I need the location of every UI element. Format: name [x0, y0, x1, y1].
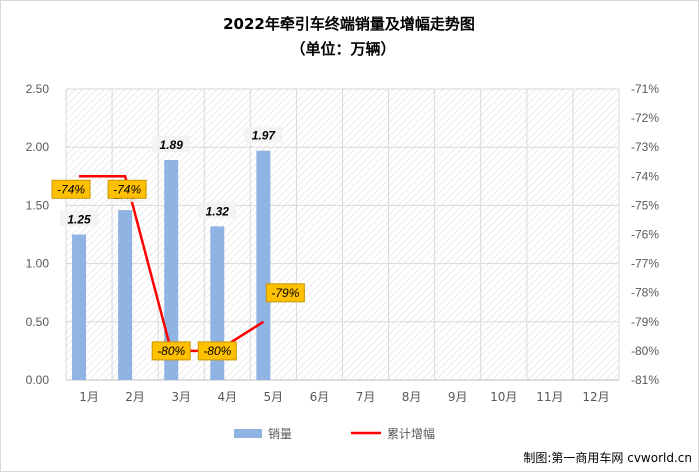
bar — [118, 210, 133, 380]
chart-title: 2022年牵引车终端销量及增幅走势图 — [223, 15, 475, 33]
line-data-labels: -74% -74% -80% -80% -79% — [51, 179, 305, 361]
left-tick-label: 2.50 — [26, 82, 50, 96]
bar-label-bg — [198, 202, 237, 219]
left-tick-label: 2.00 — [26, 140, 50, 154]
line-label-box — [107, 179, 147, 199]
bar-label-bg — [244, 126, 283, 143]
category-label: 8月 — [402, 390, 422, 404]
right-tick-label: -77% — [631, 257, 659, 271]
right-tick-label: -71% — [631, 82, 659, 96]
category-label: 7月 — [356, 390, 376, 404]
line-label-box — [151, 341, 191, 361]
bar-label-bg — [60, 210, 99, 227]
right-tick-label: -73% — [631, 140, 659, 154]
bar-data-label: 1.89 — [160, 138, 184, 152]
legend-line-label: 累计增幅 — [387, 426, 435, 441]
category-label: 11月 — [536, 390, 563, 404]
category-label: 10月 — [490, 390, 517, 404]
category-label: 5月 — [264, 390, 284, 404]
line-data-label: -74% — [113, 182, 141, 196]
category-label: 4月 — [217, 390, 237, 404]
line-data-label: -74% — [57, 182, 85, 196]
category-axis: 1月 2月 3月 4月 5月 6月 7月 8月 9月 10月 11月 12月 — [79, 390, 609, 404]
bar-label-bg — [152, 136, 191, 153]
right-tick-label: -81% — [631, 373, 659, 387]
category-label: 6月 — [310, 390, 330, 404]
line-data-label: -80% — [157, 344, 185, 358]
legend-bar-swatch — [234, 429, 262, 438]
right-tick-label: -80% — [631, 344, 659, 358]
line-label-box — [51, 179, 91, 199]
right-tick-label: -79% — [631, 315, 659, 329]
right-tick-label: -74% — [631, 169, 659, 183]
right-tick-label: -72% — [631, 111, 659, 125]
left-axis: 0.00 0.50 1.00 1.50 2.00 2.50 — [26, 82, 50, 387]
credit-text: 制图:第一商用车网 cvworld.cn — [523, 450, 692, 465]
left-tick-label: 0.00 — [26, 373, 50, 387]
bar-data-label: 1.32 — [206, 204, 230, 218]
right-axis: -71% -72% -73% -74% -75% -76% -77% -78% -79% -80%… — [631, 82, 659, 387]
left-tick-label: 0.50 — [26, 315, 50, 329]
right-tick-label: -78% — [631, 286, 659, 300]
bar — [164, 160, 179, 380]
line-label-box — [197, 341, 237, 361]
left-tick-label: 1.00 — [26, 257, 50, 271]
category-label: 2月 — [125, 390, 145, 404]
line-label-box — [265, 283, 305, 303]
bar — [72, 234, 87, 380]
legend: 销量 累计增幅 — [234, 426, 435, 441]
left-tick-label: 1.50 — [26, 198, 50, 212]
category-label: 9月 — [448, 390, 468, 404]
line-data-label: -80% — [203, 344, 231, 358]
right-tick-label: -75% — [631, 198, 659, 212]
bar-data-label: 1.25 — [67, 213, 91, 227]
bar — [256, 150, 271, 380]
chart-subtitle: （单位：万辆） — [290, 40, 395, 58]
category-label: 3月 — [171, 390, 191, 404]
bar-data-label: 1.97 — [252, 129, 277, 143]
legend-bar-label: 销量 — [268, 427, 292, 441]
category-label: 12月 — [582, 390, 609, 404]
category-label: 1月 — [79, 390, 99, 404]
line-data-label: -79% — [271, 286, 299, 300]
right-tick-label: -76% — [631, 228, 659, 242]
